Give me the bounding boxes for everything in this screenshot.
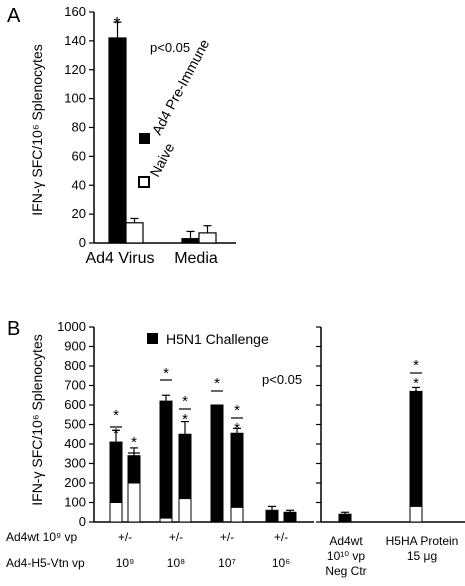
panel-a-ytick-label: 140: [64, 33, 86, 48]
row-label-ad4-h5-vtn: Ad4-H5-Vtn vp: [6, 556, 85, 570]
panel-b-bar-filled: [265, 509, 279, 523]
panel-a-ytick-label: 60: [72, 148, 86, 163]
row2-value: 10⁹: [116, 556, 135, 570]
panel-b-bar-filled: [409, 390, 423, 523]
panel-b-ytick-label: 100: [64, 495, 86, 510]
panel-b-bar-open: [159, 517, 173, 523]
panel-b-ytick-label: 600: [64, 397, 86, 412]
row1-value: +/-: [118, 530, 132, 544]
panel-a-ytick-label: 40: [72, 177, 86, 192]
panel-b-bar-filled: [283, 511, 297, 523]
panel-b-chart: IFN-γ SFC/10⁶ Splenocytes H5N1 Challenge…: [6, 319, 465, 578]
panel-a-ylabel: IFN-γ SFC/10⁶ Splenocytes: [29, 44, 45, 216]
panel-label-b: B: [7, 318, 20, 340]
panel-b-ytick-label: 0: [79, 514, 86, 529]
panel-b-bar-filled: [338, 513, 352, 523]
panel-label-a: A: [7, 5, 21, 27]
panel-a-pvalue: p<0.05: [150, 40, 190, 55]
panel-a-ytick-label: 0: [79, 235, 86, 250]
panel-b-ytick-label: 200: [64, 475, 86, 490]
panel-a-bar: [108, 37, 127, 244]
panel-b-legend-label: H5N1 Challenge: [166, 331, 269, 347]
row-label-ad4wt: Ad4wt 10⁹ vp: [6, 530, 78, 544]
significance-star: *: [182, 393, 188, 410]
panel-a-bar: [181, 238, 200, 244]
panel-b-bar-open: [409, 505, 423, 523]
panel-b-ytick-label: 400: [64, 436, 86, 451]
panel-b-ytick-label: 500: [64, 417, 86, 432]
panel-a-ytick-label: 80: [72, 120, 86, 135]
neg-ctr-label-line3: Neg Ctr: [325, 564, 366, 578]
row2-value: 10⁷: [218, 556, 236, 570]
legend-swatch-pre-immune: [139, 133, 150, 144]
significance-star: *: [131, 434, 137, 451]
panel-a-bar: [125, 222, 144, 244]
row1-value: +/-: [274, 530, 288, 544]
protein-label-line2: 15 μg: [407, 549, 437, 563]
significance-star: *: [234, 402, 240, 419]
panel-b-bar-filled: [210, 404, 224, 523]
panel-a-chart: IFN-γ SFC/10⁶ Splenocytes p<0.05 * Ad4 P…: [29, 4, 236, 267]
panel-a-ytick-label: 160: [64, 4, 86, 19]
panel-b-pvalue: p<0.05: [262, 372, 302, 387]
significance-star: *: [182, 411, 188, 428]
panel-b-bar-open: [109, 502, 123, 523]
row2-value: 10⁸: [167, 556, 185, 570]
panel-a-bar: [198, 232, 217, 244]
protein-label-line1: H5HA Protein: [386, 534, 459, 548]
legend-label-naive: Naive: [147, 140, 178, 179]
significance-star: *: [413, 357, 419, 374]
neg-ctr-label-line2: 10¹⁰ vp: [327, 549, 365, 563]
panel-b-ytick-label: 300: [64, 456, 86, 471]
significance-star: *: [214, 375, 220, 392]
panel-b-ylabel: IFN-γ SFC/10⁶ Splenocytes: [29, 334, 45, 506]
legend-swatch-naive: [138, 176, 150, 188]
significance-star: *: [163, 365, 169, 382]
panel-b-bar-open: [178, 498, 192, 523]
panel-b-bar-open: [230, 506, 244, 523]
panel-a-ytick-label: 120: [64, 62, 86, 77]
panel-b-legend-swatch: [147, 333, 158, 344]
panel-a-category-media: Media: [174, 250, 218, 267]
panel-a-ytick-label: 20: [72, 206, 86, 221]
significance-star: *: [131, 452, 137, 469]
significance-star: *: [413, 375, 419, 392]
significance-star: *: [113, 425, 119, 442]
row1-value: +/-: [169, 530, 183, 544]
significance-star: *: [113, 407, 119, 424]
significance-star: *: [234, 420, 240, 437]
panel-a-category-ad4-virus: Ad4 Virus: [85, 250, 154, 267]
row1-value: +/-: [220, 530, 234, 544]
panel-b-ytick-label: 900: [64, 339, 86, 354]
row2-value: 10⁶: [272, 556, 290, 570]
panel-b-ytick-label: 800: [64, 358, 86, 373]
neg-ctr-label-line1: Ad4wt: [329, 534, 363, 548]
panel-b-bar-open: [127, 482, 141, 523]
panel-b-ytick-label: 1000: [57, 319, 86, 334]
panel-a-ytick-label: 100: [64, 91, 86, 106]
panel-b-bar-filled: [159, 400, 173, 523]
panel-b-ytick-label: 700: [64, 378, 86, 393]
